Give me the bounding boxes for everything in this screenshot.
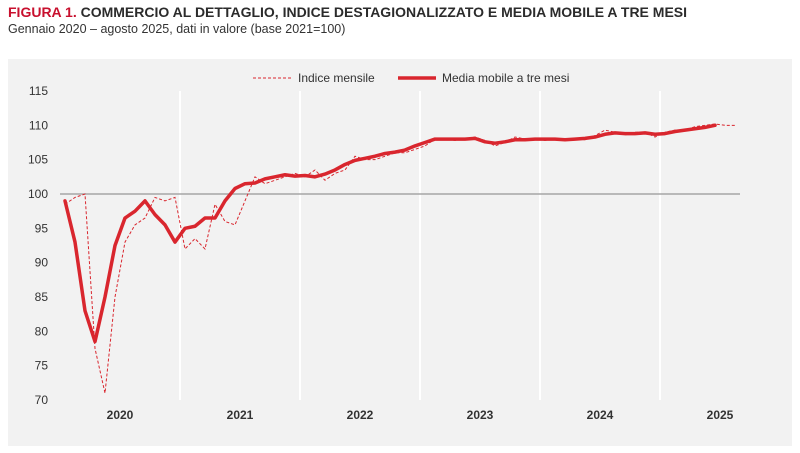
x-year-label: 2025 [707, 408, 734, 422]
y-tick-label: 75 [35, 359, 49, 373]
y-tick-label: 90 [35, 256, 49, 270]
chart-panel: 70 75 80 85 90 95 100 105 110 115 2020 2021 2022 2023… [8, 59, 792, 446]
x-year-label: 2022 [347, 408, 374, 422]
y-tick-label: 115 [29, 84, 48, 98]
line-chart: 70 75 80 85 90 95 100 105 110 115 2020 2021 2022 2023… [28, 71, 740, 422]
legend-label-media-mobile: Media mobile a tre mesi [442, 71, 569, 85]
x-year-label: 2023 [467, 408, 494, 422]
series-line-indice-mensile [64, 123, 735, 394]
figure-title: FIGURA 1. COMMERCIO AL DETTAGLIO, INDICE… [8, 3, 792, 21]
y-tick-label: 95 [35, 221, 49, 235]
axis-layer: 70 75 80 85 90 95 100 105 110 115 2020 2021 2022 2023… [28, 84, 734, 422]
x-year-label: 2024 [587, 408, 614, 422]
series-line-media-mobile [63, 123, 717, 344]
series-layer [63, 123, 735, 394]
y-tick-label: 110 [29, 118, 48, 132]
chart-legend: Indice mensile Media mobile a tre mesi [253, 71, 569, 85]
y-tick-label: 100 [28, 187, 48, 201]
figure-label: FIGURA 1. [8, 4, 77, 20]
figure-subtitle: Gennaio 2020 – agosto 2025, dati in valo… [8, 22, 346, 36]
grid-layer [60, 91, 740, 400]
y-tick-label: 85 [35, 290, 49, 304]
figure-header: FIGURA 1. COMMERCIO AL DETTAGLIO, INDICE… [8, 3, 792, 37]
legend-label-indice-mensile: Indice mensile [298, 71, 375, 85]
y-tick-label: 80 [35, 324, 49, 338]
figure-title-text: COMMERCIO AL DETTAGLIO, INDICE DESTAGION… [80, 4, 688, 20]
x-year-label: 2021 [227, 408, 254, 422]
y-tick-label: 70 [35, 393, 49, 407]
y-tick-label: 105 [28, 153, 48, 167]
x-year-label: 2020 [107, 408, 134, 422]
